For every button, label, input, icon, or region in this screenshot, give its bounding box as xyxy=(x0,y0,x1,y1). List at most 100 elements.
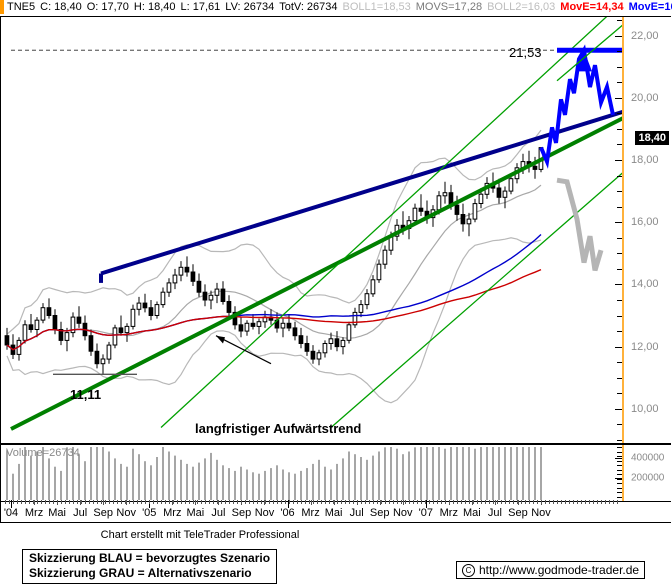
date-axis-minor-tick xyxy=(181,500,182,504)
volume-plot-area[interactable]: Volume=26734 xyxy=(0,444,623,502)
date-axis-label: Mrz xyxy=(439,507,458,519)
price-axis-minor-tick xyxy=(617,206,622,208)
date-axis-minor-tick xyxy=(353,500,354,504)
price-axis-minor-tick xyxy=(617,51,622,53)
date-axis-minor-tick xyxy=(525,500,526,504)
date-axis-minor-tick xyxy=(25,500,26,504)
date-axis-minor-tick xyxy=(461,500,462,504)
date-axis-minor-tick xyxy=(377,500,378,504)
date-axis-minor-tick xyxy=(269,500,270,504)
date-axis-minor-tick xyxy=(277,500,278,504)
chart-credit-text: Chart erstellt mit TeleTrader Profession… xyxy=(100,529,300,541)
price-axis-minor-tick xyxy=(617,299,622,301)
legend-blue-line: Skizzierung BLAU = bevorzugtes Szenario xyxy=(29,551,271,565)
date-axis-minor-tick xyxy=(421,500,422,504)
date-axis-minor-tick xyxy=(217,500,218,504)
volume-axis-minor-tick xyxy=(617,451,622,453)
date-axis-minor-tick xyxy=(405,500,406,504)
date-axis-minor-tick xyxy=(33,500,34,504)
date-axis-minor-tick xyxy=(373,500,374,504)
date-axis-minor-tick xyxy=(125,500,126,504)
date-axis-minor-tick xyxy=(573,500,574,504)
date-axis-minor-tick xyxy=(113,500,114,504)
date-axis-tick xyxy=(264,500,266,505)
date-axis-minor-tick xyxy=(149,500,150,504)
volume-axis[interactable]: 400000 200000 xyxy=(615,444,671,502)
price-axis-minor-tick xyxy=(617,66,622,68)
date-axis-minor-tick xyxy=(301,500,302,504)
date-axis-minor-tick xyxy=(5,500,6,504)
date-axis-minor-tick xyxy=(481,500,482,504)
quote-header: TNE5 C: 18,40 O: 17,70 H: 18,40 L: 17,61… xyxy=(0,0,672,14)
date-axis-minor-tick xyxy=(101,500,102,504)
date-axis-minor-tick xyxy=(205,500,206,504)
scenario-legend-box: Skizzierung BLAU = bevorzugtes Szenario … xyxy=(22,549,278,584)
date-axis-label: Nov xyxy=(392,507,413,519)
price-axis-minor-tick xyxy=(617,82,622,84)
date-axis-tick xyxy=(333,500,335,505)
low-label: L: 17,61 xyxy=(180,0,221,13)
date-axis-tick xyxy=(310,500,312,505)
date-axis-minor-tick xyxy=(201,500,202,504)
price-chart-svg xyxy=(4,17,623,431)
price-axis-line xyxy=(622,17,624,443)
date-axis-minor-tick xyxy=(249,500,250,504)
date-axis-minor-tick xyxy=(285,500,286,504)
date-axis-minor-tick xyxy=(613,500,614,504)
date-axis-minor-tick xyxy=(9,500,10,504)
date-axis-minor-tick xyxy=(309,500,310,504)
date-axis-minor-tick xyxy=(169,500,170,504)
date-axis-minor-tick xyxy=(81,500,82,504)
date-axis-minor-tick xyxy=(445,500,446,504)
symbol-label: TNE5 xyxy=(7,0,36,13)
date-axis-minor-tick xyxy=(305,500,306,504)
date-axis-minor-tick xyxy=(473,500,474,504)
price-axis-label: 14,00 xyxy=(631,278,659,291)
date-axis-minor-tick xyxy=(397,500,398,504)
date-axis-minor-tick xyxy=(605,500,606,504)
date-axis-minor-tick xyxy=(349,500,350,504)
price-axis-label: 12,00 xyxy=(631,340,659,353)
date-axis-minor-tick xyxy=(581,500,582,504)
date-axis-minor-tick xyxy=(173,500,174,504)
date-axis-minor-tick xyxy=(597,500,598,504)
price-pane: 21,53 11,11 langfristiger Aufwärtstrend … xyxy=(0,16,671,444)
price-axis[interactable]: 22,00 20,00 18,00 16,00 14,00 12,00 10,00 18,4… xyxy=(615,16,671,444)
date-axis-label: Mai xyxy=(324,507,343,519)
date-axis-minor-tick xyxy=(97,500,98,504)
volume-chart-svg xyxy=(6,447,542,500)
volume-axis-minor-tick xyxy=(617,447,622,448)
copyright-url[interactable]: http://www.godmode-trader.de xyxy=(479,563,640,577)
copyright-box: C http://www.godmode-trader.de xyxy=(456,561,646,579)
price-axis-minor-tick xyxy=(617,144,622,146)
date-axis-minor-tick xyxy=(457,500,458,504)
price-axis-label: 10,00 xyxy=(631,402,659,415)
volume-axis-minor-tick xyxy=(617,474,622,476)
price-axis-tick xyxy=(615,160,622,162)
date-axis-tick xyxy=(425,500,427,508)
date-axis-minor-tick xyxy=(617,500,618,504)
price-axis-minor-tick xyxy=(617,253,622,255)
date-axis-minor-tick xyxy=(509,500,510,504)
date-axis-minor-tick xyxy=(557,500,558,504)
date-axis[interactable]: '04 Mrz Mai Jul Sep Nov '05 Mrz Mai Jul Sep Nov '06 M… xyxy=(0,500,623,523)
date-axis-minor-tick xyxy=(213,500,214,504)
date-axis-minor-tick xyxy=(317,500,318,504)
date-axis-minor-tick xyxy=(49,500,50,504)
date-axis-minor-tick xyxy=(465,500,466,504)
date-axis-minor-tick xyxy=(601,500,602,504)
date-axis-tick xyxy=(402,500,404,505)
date-axis-minor-tick xyxy=(121,500,122,504)
date-axis-minor-tick xyxy=(61,500,62,504)
moving-average-blue-label: MovE=16,35 xyxy=(628,0,672,13)
date-axis-label: Nov xyxy=(531,507,551,519)
open-label: O: 17,70 xyxy=(86,0,129,13)
date-axis-minor-tick xyxy=(365,500,366,504)
date-axis-minor-tick xyxy=(185,500,186,504)
date-axis-minor-tick xyxy=(429,500,430,504)
date-axis-minor-tick xyxy=(37,500,38,504)
date-axis-minor-tick xyxy=(589,500,590,504)
date-axis-label: Mrz xyxy=(24,507,44,519)
price-plot-area[interactable]: 21,53 11,11 langfristiger Aufwärtstrend xyxy=(0,16,623,444)
